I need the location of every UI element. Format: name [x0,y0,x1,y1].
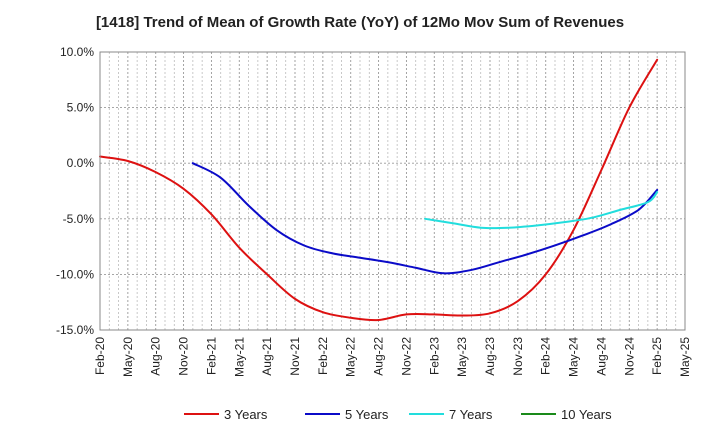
x-tick-label: May-21 [232,337,246,377]
x-tick-label: Feb-20 [93,337,107,375]
x-tick-label: May-24 [567,337,581,377]
x-tick-label: Nov-24 [622,337,636,376]
y-tick-label: -5.0% [63,212,95,226]
x-tick-label: Nov-21 [288,337,302,376]
x-tick-label: Feb-25 [650,337,664,375]
y-tick-label: 0.0% [67,156,95,170]
y-tick-label: 10.0% [60,45,94,59]
x-tick-label: Nov-22 [399,337,413,376]
x-tick-label: Aug-24 [594,337,608,376]
legend-label-5-years: 5 Years [345,407,389,422]
legend: 3 Years 5 Years 7 Years 10 Years [184,407,612,422]
x-tick-label: May-20 [121,337,135,377]
x-tick-label: Feb-21 [204,337,218,375]
series-line-7-years [424,191,659,230]
x-tick-label: May-23 [455,337,469,377]
legend-label-3-years: 3 Years [224,407,268,422]
y-tick-label: 5.0% [67,101,95,115]
y-tick-label: -15.0% [56,323,94,337]
series-line-3-years [99,58,659,322]
x-tick-label: Feb-22 [316,337,330,375]
x-tick-label: May-22 [344,337,358,377]
x-tick-label: Aug-20 [149,337,163,376]
y-axis-tick-labels: 10.0% 5.0% 0.0% -5.0% -10.0% -15.0% [56,45,94,337]
legend-label-10-years: 10 Years [561,407,612,422]
x-tick-label: Nov-20 [177,337,191,376]
x-tick-label: Aug-23 [483,337,497,376]
x-tick-label: Nov-23 [511,337,525,376]
x-tick-label: Aug-22 [372,337,386,376]
series-lines [99,58,659,322]
x-tick-label: May-25 [678,337,692,377]
series-line-5-years [191,162,659,275]
legend-label-7-years: 7 Years [449,407,493,422]
x-axis-tick-labels: Feb-20 May-20 Aug-20 Nov-20 Feb-21 May-21 Aug-… [93,337,692,377]
x-tick-label: Feb-23 [427,337,441,375]
y-tick-label: -10.0% [56,267,94,281]
x-tick-label: Feb-24 [539,337,553,375]
chart-title: [1418] Trend of Mean of Growth Rate (YoY… [95,14,625,31]
plot-frame [99,51,686,331]
x-tick-label: Aug-21 [260,337,274,376]
